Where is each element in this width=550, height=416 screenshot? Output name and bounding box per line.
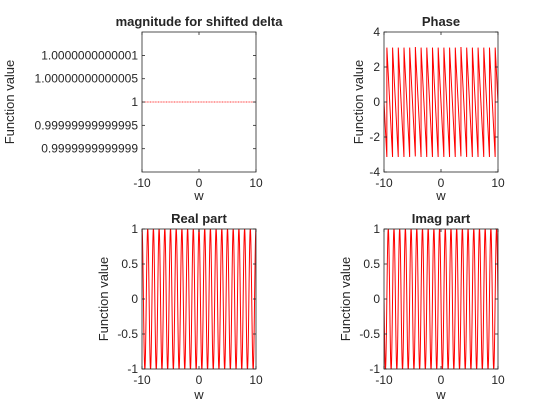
x-tick-label: -10	[133, 373, 151, 387]
y-tick-label: -0.5	[359, 327, 380, 341]
x-tick-label: -10	[375, 373, 393, 387]
y-tick-label: 1	[131, 95, 138, 109]
y-tick-label: 1.00000000000005	[35, 72, 139, 86]
series-line	[142, 229, 256, 369]
chart-title: magnitude for shifted delta	[116, 14, 284, 29]
y-tick-label: -2	[369, 130, 380, 144]
x-tick-label: -10	[375, 176, 393, 190]
x-axis-label: w	[193, 188, 204, 203]
y-tick-label: 1.0000000000001	[41, 48, 138, 62]
subplot-magnitude: magnitude for shifted delta w Function v…	[2, 14, 283, 203]
subplot-real-part: Real part w Function value -10 0 10-1-0.50…	[96, 211, 263, 402]
y-tick-label: -1	[369, 362, 380, 376]
y-tick-label: 0	[131, 292, 138, 306]
x-tick-label: 0	[438, 373, 445, 387]
chart-title: Real part	[171, 211, 227, 226]
series-line	[384, 229, 498, 369]
y-tick-label: 1	[131, 222, 138, 236]
x-tick-label: 10	[249, 373, 263, 387]
x-tick-label: 0	[196, 176, 203, 190]
y-tick-label: 0.5	[121, 257, 138, 271]
x-axis-label: w	[193, 387, 204, 402]
x-tick-label: 0	[438, 176, 445, 190]
y-tick-label: 0.9999999999999	[41, 142, 138, 156]
x-tick-label: 10	[491, 373, 505, 387]
chart-title: Imag part	[412, 211, 471, 226]
y-tick-label: 4	[373, 25, 380, 39]
subplot-phase: Phase w Function value -10 0 10 -4 -2 0 2 4	[351, 14, 505, 203]
series-line	[384, 46, 498, 158]
subplot-imag-part: Imag part w Function value -10 0 10-1-0.50…	[338, 211, 505, 402]
y-axis-label: Function value	[351, 60, 366, 145]
plot-area	[142, 229, 256, 369]
y-tick-label: 0.5	[363, 257, 380, 271]
x-tick-label: 0	[196, 373, 203, 387]
y-tick-label: -4	[369, 165, 380, 179]
y-tick-label: 0	[373, 292, 380, 306]
x-tick-label: 10	[491, 176, 505, 190]
x-axis-label: w	[435, 387, 446, 402]
x-axis-label: w	[435, 188, 446, 203]
y-axis-label: Function value	[338, 257, 353, 342]
y-tick-label: 2	[373, 60, 380, 74]
y-axis-label: Function value	[2, 60, 17, 145]
y-tick-label: 0.99999999999995	[35, 118, 139, 132]
y-tick-label: -1	[127, 362, 138, 376]
y-tick-label: 1	[373, 222, 380, 236]
y-tick-label: 0	[373, 95, 380, 109]
chart-title: Phase	[422, 14, 460, 29]
x-tick-label: -10	[133, 176, 151, 190]
y-tick-label: -0.5	[117, 327, 138, 341]
x-tick-label: 10	[249, 176, 263, 190]
y-axis-label: Function value	[96, 257, 111, 342]
